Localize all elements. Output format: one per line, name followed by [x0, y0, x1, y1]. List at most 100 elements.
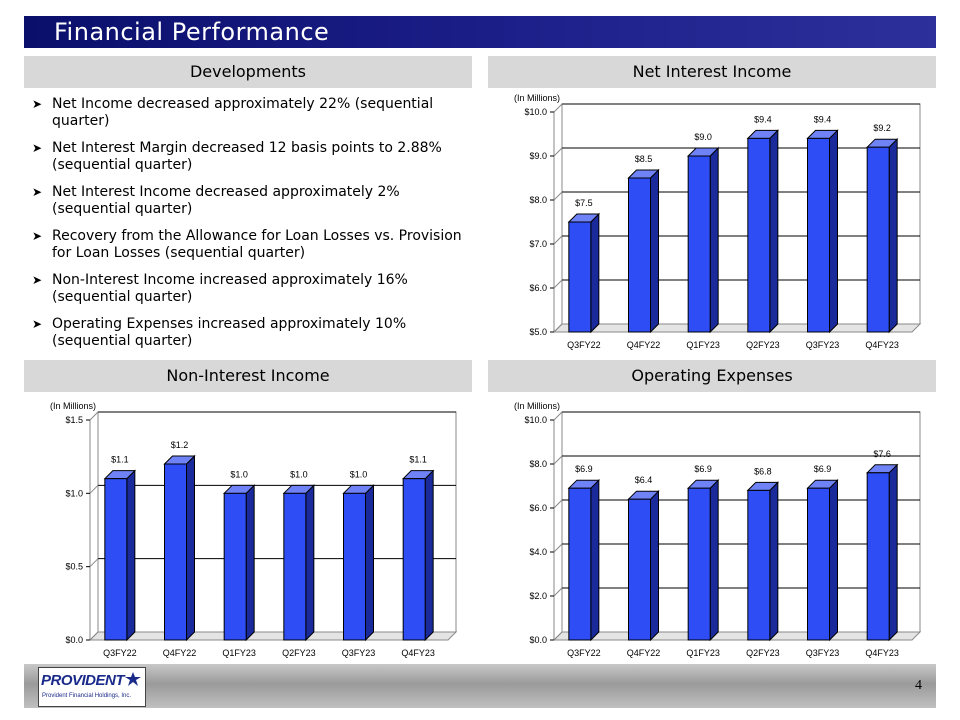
bar: [687, 155, 711, 333]
bar-side: [769, 481, 779, 642]
list-item: ➤ Operating Expenses increased approximat…: [32, 316, 472, 350]
list-item: ➤ Net Interest Income decreased approxima…: [32, 184, 472, 218]
y-tick-label: $4.0: [529, 547, 547, 557]
bullet-text: Non-Interest Income increased approximat…: [52, 272, 408, 305]
arrow-bullet-icon: ➤: [32, 229, 43, 243]
data-label: $9.2: [873, 123, 891, 133]
non-interest-income-header: Non-Interest Income: [24, 360, 472, 392]
gridline-connector: [553, 455, 563, 465]
bar-side: [709, 478, 719, 642]
x-tick-label: Q3FY22: [567, 340, 601, 350]
y-tick-label: $1.0: [65, 488, 83, 498]
x-tick-label: Q4FY23: [401, 648, 435, 658]
x-tick-label: Q3FY23: [806, 648, 840, 658]
bar: [343, 492, 366, 641]
data-label: $1.1: [409, 455, 427, 465]
operating-expenses-header: Operating Expenses: [488, 360, 936, 392]
operating-expenses-chart-svg: (In Millions) $0.0 $2.0 $4.0 $6.0 $8.0 $10.0 $6…: [514, 401, 922, 658]
bar-side: [769, 129, 779, 334]
bar-side: [829, 478, 838, 642]
bar: [628, 177, 651, 333]
plot-area: [97, 411, 457, 633]
net-interest-income-chart: (In Millions) $5.0 $6.0 $7.0 $8.0 $9.0 $10.0 $7…: [488, 88, 936, 356]
bar-side: [126, 469, 136, 642]
bar-side: [305, 484, 315, 642]
y-tick-label: $7.0: [529, 239, 547, 249]
bar: [807, 137, 830, 333]
y-tick-label: $0.0: [65, 635, 83, 645]
data-label: $1.0: [290, 469, 308, 479]
x-tick-label: Q3FY22: [103, 648, 137, 658]
bar-side: [650, 168, 659, 334]
plot-area: [561, 103, 921, 325]
data-label: $6.9: [814, 464, 832, 474]
data-label: $6.9: [694, 464, 712, 474]
bar: [283, 492, 307, 641]
x-tick-label: Q2FY23: [746, 340, 780, 350]
data-label: $1.0: [350, 469, 368, 479]
bar: [807, 487, 830, 641]
gridline-connector: [553, 323, 563, 333]
bar-side: [888, 137, 898, 334]
y-axis-unit-label: (In Millions): [514, 401, 560, 411]
page-number: 4: [915, 678, 922, 693]
y-tick-label: $10.0: [524, 107, 547, 117]
logo-name: PROVIDENT: [41, 672, 125, 689]
bar-side: [888, 463, 898, 642]
gridline-connector: [89, 411, 99, 421]
data-label: $9.4: [814, 114, 832, 124]
x-tick-label: Q3FY22: [567, 648, 601, 658]
list-item: ➤ Non-Interest Income increased approxima…: [32, 272, 472, 306]
y-tick-label: $1.5: [65, 415, 83, 425]
y-tick-label: $6.0: [529, 503, 547, 513]
bar-side: [829, 129, 838, 334]
y-tick-label: $2.0: [529, 591, 547, 601]
developments-header: Developments: [24, 56, 472, 88]
data-label: $1.1: [111, 455, 129, 465]
gridline-connector: [89, 631, 99, 641]
x-tick-label: Q3FY23: [342, 648, 376, 658]
bar: [402, 478, 426, 641]
arrow-bullet-icon: ➤: [32, 97, 43, 111]
net-interest-income-header: Net Interest Income: [488, 56, 936, 88]
data-label: $9.4: [754, 114, 772, 124]
list-item: ➤ Recovery from the Allowance for Loan Lo…: [32, 228, 472, 262]
arrow-bullet-icon: ➤: [32, 185, 43, 199]
bullet-text: Net Income decreased approximately 22% (…: [52, 96, 434, 129]
arrow-bullet-icon: ➤: [32, 141, 43, 155]
bullet-text: Operating Expenses increased approximate…: [52, 316, 407, 349]
list-item: ➤ Net Income decreased approximately 22% …: [32, 96, 472, 130]
gridline-connector: [553, 235, 563, 245]
gridline-connector: [553, 191, 563, 201]
gridline-connector: [553, 103, 563, 113]
bar: [104, 478, 128, 641]
bar: [568, 487, 592, 641]
x-tick-label: Q3FY23: [806, 340, 840, 350]
bar: [568, 221, 592, 333]
bullet-text: Net Interest Margin decreased 12 basis p…: [52, 140, 442, 173]
data-label: $8.5: [635, 154, 653, 164]
arrow-bullet-icon: ➤: [32, 317, 43, 331]
y-tick-label: $10.0: [524, 415, 547, 425]
bullet-text: Recovery from the Allowance for Loan Los…: [52, 228, 462, 261]
logo-star-icon: [125, 672, 141, 686]
chart-floor: [88, 631, 458, 641]
gridline-connector: [553, 631, 563, 641]
non-interest-income-chart: (In Millions) $0.0 $0.5 $1.0 $1.5 $1.1 Q3FY22 $…: [24, 396, 472, 664]
x-tick-label: Q2FY23: [282, 648, 316, 658]
slide-title: Financial Performance: [54, 18, 330, 46]
data-label: $6.9: [575, 464, 593, 474]
data-label: $9.0: [694, 132, 712, 142]
y-tick-label: $8.0: [529, 459, 547, 469]
x-tick-label: Q1FY23: [686, 648, 720, 658]
gridline-connector: [553, 499, 563, 509]
bullet-text: Net Interest Income decreased approximat…: [52, 184, 400, 217]
bar: [223, 492, 247, 641]
bar-side: [424, 469, 434, 642]
developments-list: ➤ Net Income decreased approximately 22% …: [32, 96, 472, 360]
data-label: $7.5: [575, 198, 593, 208]
y-tick-label: $0.5: [65, 562, 83, 572]
gridline-connector: [553, 147, 563, 157]
chart-floor: [552, 631, 922, 641]
x-tick-label: Q4FY22: [627, 648, 661, 658]
